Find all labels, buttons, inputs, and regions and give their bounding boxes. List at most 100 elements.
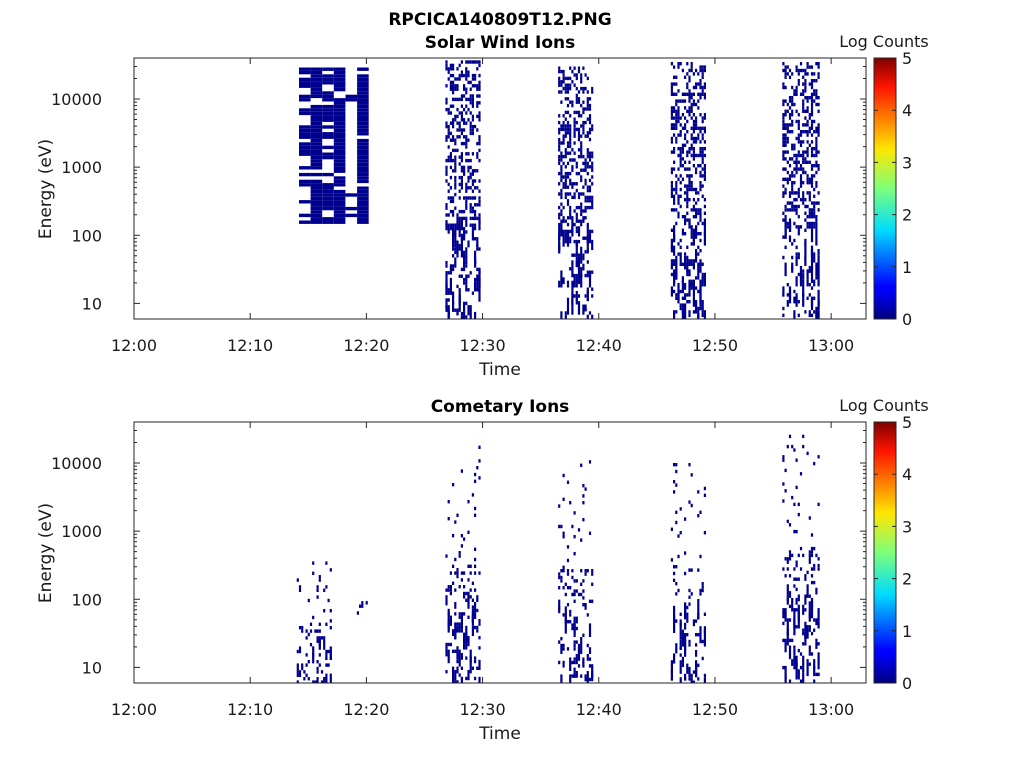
spectrogram-cell <box>333 176 346 180</box>
colorbar-tick-label: 2 <box>902 206 912 225</box>
spectrogram-cell <box>564 76 567 81</box>
spectrogram-cell <box>478 659 481 670</box>
spectrogram-cell <box>471 77 474 81</box>
spectrogram-cell <box>681 164 684 168</box>
spectrogram-cell <box>454 557 457 562</box>
spectrogram-cell <box>695 82 698 86</box>
spectrogram-cell <box>681 663 684 667</box>
spectrogram-cell <box>802 655 805 673</box>
spectrogram-cell <box>697 313 700 319</box>
spectrogram-cell <box>573 253 576 257</box>
spectrogram-cell <box>684 283 687 290</box>
spectrogram-cell <box>566 131 570 135</box>
spectrogram-cell <box>788 574 792 578</box>
x-tick-label: 12:30 <box>460 700 506 719</box>
spectrogram-cell <box>786 557 789 561</box>
spectrogram-cell <box>560 168 563 172</box>
spectrogram-cell <box>584 273 587 278</box>
spectrogram-cell <box>588 623 592 637</box>
spectrogram-cell <box>695 208 698 212</box>
spectrogram-cell <box>558 222 561 240</box>
spectrogram-cell <box>695 619 698 623</box>
spectrogram-cell <box>690 677 693 683</box>
spectrogram-cell <box>467 169 470 173</box>
spectrogram-cell <box>782 82 785 86</box>
spectrogram-cell <box>447 77 450 81</box>
spectrogram-cell <box>692 113 695 117</box>
spectrogram-cell <box>784 99 787 103</box>
spectrogram-cell <box>474 223 477 227</box>
spectrogram-cell <box>329 626 332 630</box>
spectrogram-cell <box>688 259 691 266</box>
spectrogram-cell <box>673 245 676 249</box>
spectrogram-cell <box>575 73 578 77</box>
spectrogram-cell <box>588 188 592 193</box>
spectrogram-cell <box>788 618 792 622</box>
spectrogram-cell <box>784 468 787 473</box>
spectrogram-cell <box>460 247 463 258</box>
spectrogram-cell <box>307 598 310 603</box>
spectrogram-cell <box>703 198 706 202</box>
spectrogram-cell <box>569 158 572 162</box>
spectrogram-cell <box>575 76 578 81</box>
spectrogram-cell <box>445 60 448 64</box>
spectrogram-cell <box>456 114 459 119</box>
spectrogram-cell <box>688 106 691 110</box>
spectrogram-cell <box>786 65 789 69</box>
spectrogram-cell <box>679 181 682 185</box>
spectrogram-cell <box>817 567 820 571</box>
spectrogram-cell <box>697 252 700 256</box>
spectrogram-cell <box>449 571 452 575</box>
spectrogram-cell <box>310 84 323 88</box>
spectrogram-cell <box>686 150 689 154</box>
spectrogram-cell <box>804 642 807 646</box>
spectrogram-cell <box>580 270 583 288</box>
spectrogram-cell <box>566 202 570 206</box>
spectrogram-cell <box>310 217 323 221</box>
spectrogram-cell <box>467 595 470 599</box>
spectrogram-cell <box>695 633 698 637</box>
spectrogram-cell <box>591 582 594 586</box>
spectrogram-cell <box>586 270 589 278</box>
spectrogram-cell <box>679 62 682 66</box>
spectrogram-cell <box>322 206 334 211</box>
spectrogram-cell <box>562 660 565 668</box>
spectrogram-cell <box>692 136 695 141</box>
spectrogram-cell <box>586 185 589 189</box>
spectrogram-cell <box>478 141 481 146</box>
spectrogram-cell <box>456 311 459 316</box>
ion-burst <box>670 62 706 319</box>
spectrogram-cell <box>586 290 589 295</box>
spectrogram-cell <box>333 132 346 136</box>
spectrogram-cell <box>310 67 323 71</box>
spectrogram-cell <box>701 133 704 137</box>
spectrogram-cell <box>788 106 792 110</box>
spectrogram-cell <box>591 127 594 132</box>
spectrogram-cell <box>569 141 572 145</box>
spectrogram-cell <box>560 188 563 193</box>
spectrogram-cell <box>562 141 565 145</box>
spectrogram-cell <box>558 182 561 186</box>
spectrogram-cell <box>699 215 702 219</box>
spectrogram-cell <box>452 148 455 153</box>
spectrogram-cell <box>333 213 346 218</box>
spectrogram-cell <box>454 179 457 183</box>
spectrogram-cell <box>573 127 576 132</box>
spectrogram-cell <box>782 235 785 239</box>
spectrogram-cell <box>677 283 680 300</box>
spectrogram-cell <box>799 198 803 202</box>
spectrogram-cell <box>465 97 468 102</box>
spectrogram-cell <box>463 216 466 221</box>
spectrogram-cell <box>677 242 680 246</box>
spectrogram-cell <box>584 120 587 125</box>
spectrogram-cell <box>791 102 794 107</box>
spectrogram-cell <box>452 233 455 238</box>
spectrogram-cell <box>357 172 369 177</box>
spectrogram-cell <box>580 134 583 138</box>
spectrogram-cell <box>697 82 700 86</box>
spectrogram-cell <box>806 221 809 226</box>
y-tick-label: 1000 <box>61 522 102 541</box>
spectrogram-cell <box>454 141 457 146</box>
spectrogram-cell <box>456 107 459 112</box>
spectrogram-cell <box>562 80 565 84</box>
